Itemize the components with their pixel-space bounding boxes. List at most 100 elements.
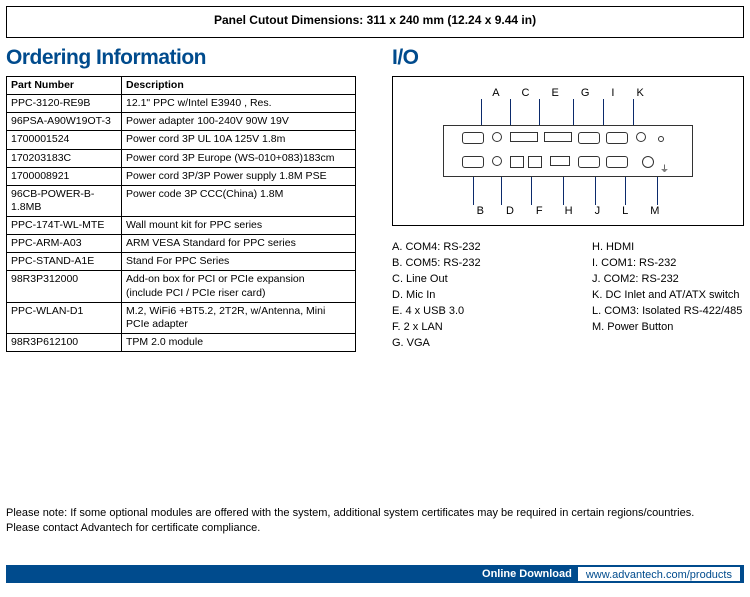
footer-url[interactable]: www.advantech.com/products (578, 567, 740, 581)
leader-line (657, 177, 658, 205)
table-row: PPC-ARM-A03ARM VESA Standard for PPC ser… (7, 235, 356, 253)
cell-desc: Power cord 3P/3P Power supply 1.8M PSE (122, 167, 356, 185)
table-row: 1700008921Power cord 3P/3P Power supply … (7, 167, 356, 185)
th-description: Description (122, 77, 356, 95)
port-icon (636, 132, 646, 142)
cell-desc: 12.1" PPC w/Intel E3940 , Res. (122, 95, 356, 113)
io-legend-col-a: A. COM4: RS-232 B. COM5: RS-232 C. Line … (392, 240, 562, 352)
cell-pn: 170203183C (7, 149, 122, 167)
io-legend-item: I. COM1: RS-232 (592, 256, 744, 272)
table-row: PPC-STAND-A1EStand For PPC Series (7, 253, 356, 271)
io-letter: I (611, 87, 614, 99)
leader-line (573, 99, 574, 125)
io-letter: M (650, 205, 659, 217)
cell-desc: Power cord 3P UL 10A 125V 1.8m (122, 131, 356, 149)
ordering-title: Ordering Information (6, 46, 356, 70)
cell-pn: PPC-174T-WL-MTE (7, 217, 122, 235)
port-icon (510, 132, 538, 142)
leader-line (633, 99, 634, 125)
cell-pn: 98R3P612100 (7, 333, 122, 351)
cell-desc: Wall mount kit for PPC series (122, 217, 356, 235)
cell-desc: M.2, WiFi6 +BT5.2, 2T2R, w/Antenna, Mini… (122, 302, 356, 333)
table-row: 1700001524Power cord 3P UL 10A 125V 1.8m (7, 131, 356, 149)
footer-bar: Online Download www.advantech.com/produc… (6, 565, 744, 583)
io-legend-item: D. Mic In (392, 288, 562, 304)
io-legend-item: B. COM5: RS-232 (392, 256, 562, 272)
port-icon (462, 132, 484, 144)
table-row: 170203183CPower cord 3P Europe (WS-010+0… (7, 149, 356, 167)
th-part-number: Part Number (7, 77, 122, 95)
io-legend-item: F. 2 x LAN (392, 320, 562, 336)
port-icon (510, 156, 524, 168)
port-icon (462, 156, 484, 168)
port-icon (528, 156, 542, 168)
io-letter: F (536, 205, 543, 217)
io-letter: H (565, 205, 573, 217)
leader-line (473, 177, 474, 205)
port-icon (642, 156, 654, 168)
table-row: 98R3P312000Add-on box for PCI or PCIe ex… (7, 271, 356, 302)
panel-cutout-text: Panel Cutout Dimensions: 311 x 240 mm (1… (214, 13, 536, 27)
io-letter: K (636, 87, 643, 99)
io-letter: B (477, 205, 484, 217)
cell-pn: 96CB-POWER-B-1.8MB (7, 185, 122, 216)
io-legend-item: J. COM2: RS-232 (592, 272, 744, 288)
cell-desc: TPM 2.0 module (122, 333, 356, 351)
footnote-line: Please contact Advantech for certificate… (6, 522, 260, 534)
io-legend-item: H. HDMI (592, 240, 744, 256)
leader-line (481, 99, 482, 125)
port-icon (544, 132, 572, 142)
port-icon (578, 132, 600, 144)
io-letter: D (506, 205, 514, 217)
port-icon (606, 156, 628, 168)
cell-pn: 1700008921 (7, 167, 122, 185)
io-letter: C (522, 87, 530, 99)
io-title: I/O (392, 46, 744, 70)
cell-pn: 98R3P312000 (7, 271, 122, 302)
port-icon (550, 156, 570, 166)
leader-line (603, 99, 604, 125)
leader-line (595, 177, 596, 205)
io-letter: J (595, 205, 601, 217)
io-column: I/O A C E G I K (392, 46, 744, 352)
io-top-letters: A C E G I K (393, 87, 743, 99)
leader-line (625, 177, 626, 205)
table-row: PPC-174T-WL-MTEWall mount kit for PPC se… (7, 217, 356, 235)
ground-icon: ⏚ (660, 162, 669, 175)
cell-desc: Power adapter 100-240V 90W 19V (122, 113, 356, 131)
port-icon (578, 156, 600, 168)
cell-pn: 96PSA-A90W19OT-3 (7, 113, 122, 131)
footnote: Please note: If some optional modules ar… (6, 506, 744, 536)
cell-desc: Power code 3P CCC(China) 1.8M (122, 185, 356, 216)
leader-line (531, 177, 532, 205)
cell-pn: PPC-WLAN-D1 (7, 302, 122, 333)
io-letter: A (492, 87, 499, 99)
port-icon (492, 132, 502, 142)
leader-line (501, 177, 502, 205)
io-letter: L (622, 205, 628, 217)
leader-line (539, 99, 540, 125)
port-icon (492, 156, 502, 166)
footer-label: Online Download (476, 568, 578, 580)
io-legend-item: E. 4 x USB 3.0 (392, 304, 562, 320)
io-legend: A. COM4: RS-232 B. COM5: RS-232 C. Line … (392, 240, 744, 352)
cell-pn: PPC-3120-RE9B (7, 95, 122, 113)
cell-desc: ARM VESA Standard for PPC series (122, 235, 356, 253)
io-legend-item: C. Line Out (392, 272, 562, 288)
panel-cutout-box: Panel Cutout Dimensions: 311 x 240 mm (1… (6, 6, 744, 38)
io-panel: ⏚ (443, 125, 693, 177)
io-bottom-letters: B D F H J L M (393, 205, 743, 217)
io-legend-item: M. Power Button (592, 320, 744, 336)
main-columns: Ordering Information Part Number Descrip… (0, 38, 750, 352)
io-diagram: A C E G I K (392, 76, 744, 226)
screw-icon (658, 136, 664, 142)
cell-pn: PPC-ARM-A03 (7, 235, 122, 253)
cell-desc: Add-on box for PCI or PCIe expansion (in… (122, 271, 356, 302)
cell-desc: Power cord 3P Europe (WS-010+083)183cm (122, 149, 356, 167)
footnote-line: Please note: If some optional modules ar… (6, 507, 694, 519)
ordering-column: Ordering Information Part Number Descrip… (6, 46, 356, 352)
leader-line (510, 99, 511, 125)
io-legend-item: G. VGA (392, 336, 562, 352)
cell-pn: PPC-STAND-A1E (7, 253, 122, 271)
cell-desc: Stand For PPC Series (122, 253, 356, 271)
